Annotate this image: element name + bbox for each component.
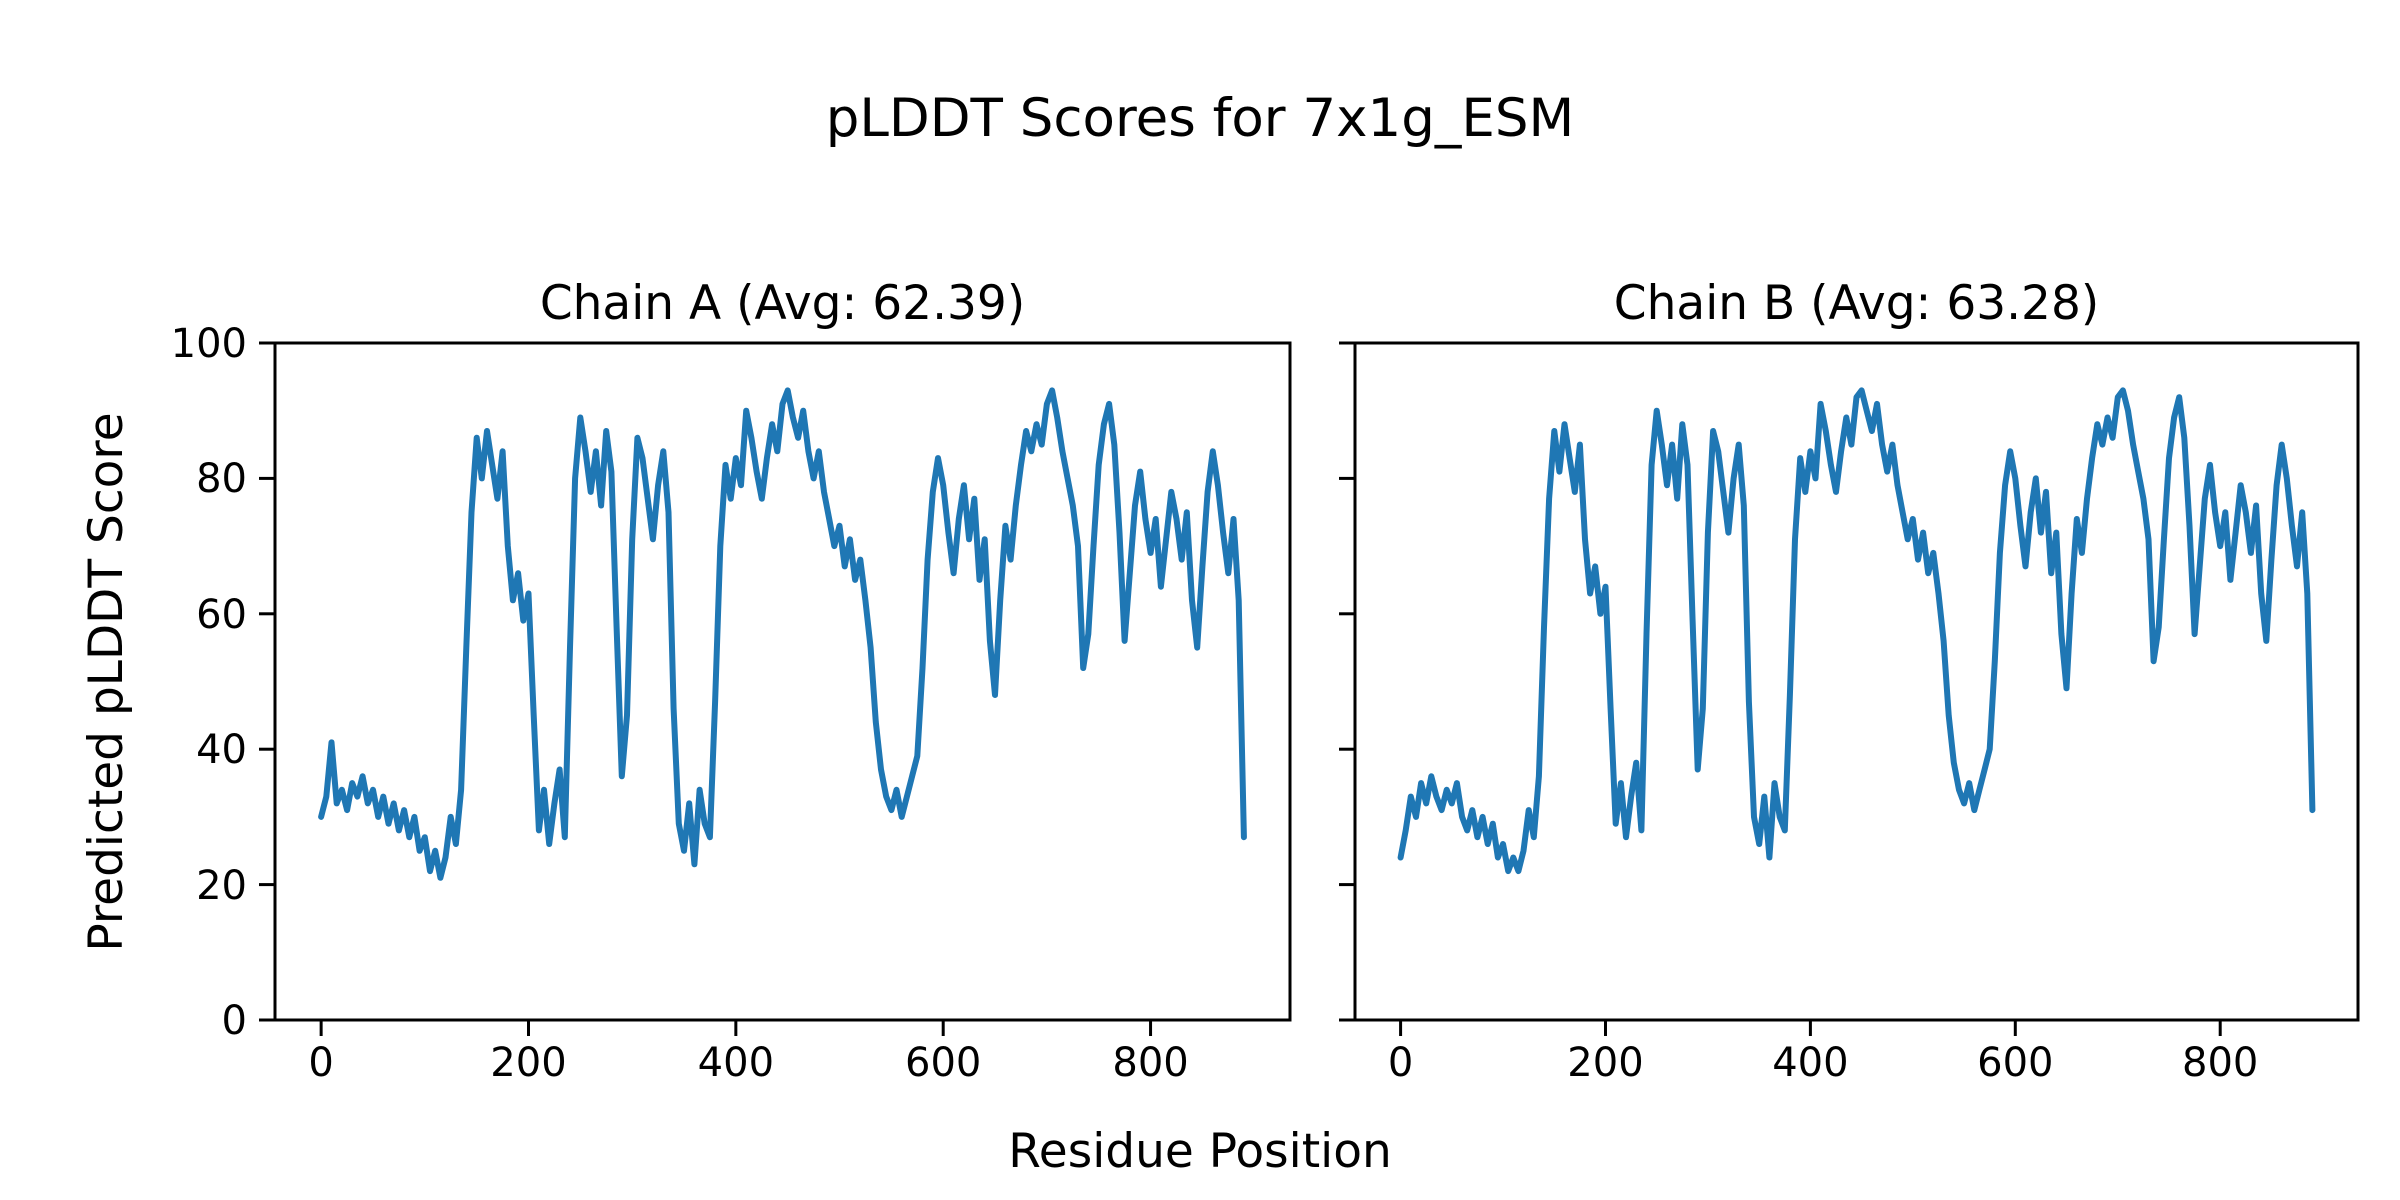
chain-b-title: Chain B (Avg: 63.28) [1613,276,2100,331]
chain-a-y-tick-label: 80 [196,456,247,503]
chain-a-y-tick-label: 100 [170,321,247,367]
figure-title: pLDDT Scores for 7x1g_ESM [825,88,1575,149]
chain-a-x-tick-label: 600 [905,1040,982,1086]
chain-a-x-tick-label: 0 [308,1040,334,1086]
chain-a-y-tick-label: 0 [221,998,247,1044]
chain-b-x-tick-label: 400 [1772,1040,1849,1086]
chain-a-plot [259,341,1292,1036]
chain-a-y-tick-label: 20 [196,862,247,909]
chain-a-title: Chain A (Avg: 62.39) [539,276,1026,331]
chain-a-x-tick-label: 800 [1112,1040,1189,1086]
chain-b-x-tick-label: 600 [1977,1040,2054,1086]
chain-a-plddt-line [318,387,1247,881]
chain-a-axes-box [273,341,1292,1022]
chain-b-plot [1339,341,2360,1036]
chain-a-x-tick-label: 200 [490,1040,567,1086]
chain-b-x-tick-label: 800 [2182,1040,2259,1086]
chain-b-x-tick-label: 0 [1387,1040,1414,1086]
chain-b-axes-box [1353,341,2360,1022]
x-axis-label: Residue Position [1008,1124,1392,1179]
chain-a-y-tick-label: 60 [196,591,247,638]
chain-b-x-tick-label: 200 [1567,1040,1644,1086]
chain-a-y-tick-label: 40 [196,727,247,774]
chain-a-x-tick-label: 400 [697,1040,775,1086]
chain-b-plddt-line [1397,387,2316,875]
